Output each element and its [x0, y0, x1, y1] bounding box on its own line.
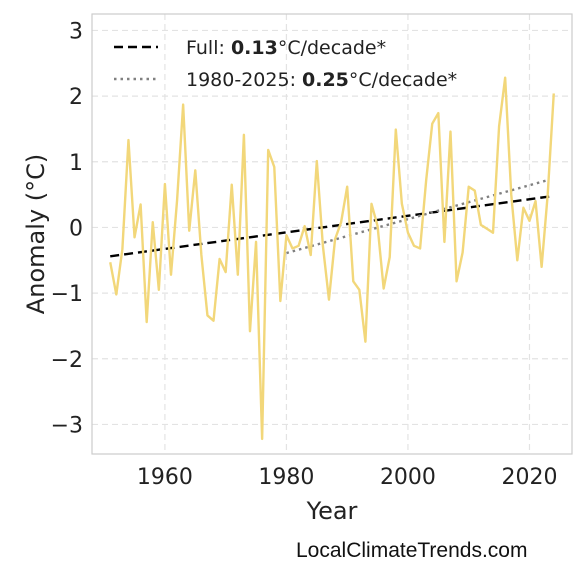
y-tick-label: −1 [51, 282, 83, 307]
x-tick-label: 1980 [258, 465, 314, 490]
tick-labels: 1960 1980 2000 2020 3 2 1 0 −1 −2 −3 [51, 19, 558, 490]
anomaly-series-line [109, 76, 555, 441]
watermark-text: LocalClimateTrends.com [296, 539, 528, 562]
x-tick-label: 2000 [380, 465, 436, 490]
legend-full-label: Full: 0.13°C/decade* [186, 37, 386, 59]
y-tick-label: 2 [69, 85, 83, 110]
legend-recent-suffix: °C/decade* [349, 69, 457, 91]
y-tick-label: 1 [69, 151, 83, 176]
y-tick-label: 3 [69, 19, 83, 44]
legend-recent-value: 0.25 [302, 69, 349, 91]
legend-recent-label: 1980-2025: 0.25°C/decade* [186, 69, 457, 91]
legend: Full: 0.13°C/decade* 1980-2025: 0.25°C/d… [114, 37, 457, 91]
recent-trend-line [286, 178, 549, 255]
y-tick-label: −3 [51, 413, 83, 438]
plot-frame [91, 13, 573, 455]
x-axis-title: Year [306, 497, 358, 525]
full-trend-line [110, 194, 554, 258]
series-layer [109, 76, 555, 441]
y-axis-title: Anomaly (°C) [22, 154, 50, 314]
grid [92, 14, 572, 454]
legend-recent-prefix: 1980-2025: [186, 69, 302, 91]
legend-full-value: 0.13 [231, 37, 278, 59]
trend-lines [110, 178, 554, 258]
x-tick-label: 2020 [501, 465, 557, 490]
legend-full-suffix: °C/decade* [278, 37, 386, 59]
x-tick-label: 1960 [137, 465, 193, 490]
y-tick-label: 0 [69, 216, 83, 241]
y-tick-label: −2 [51, 348, 83, 373]
legend-full-prefix: Full: [186, 37, 231, 59]
